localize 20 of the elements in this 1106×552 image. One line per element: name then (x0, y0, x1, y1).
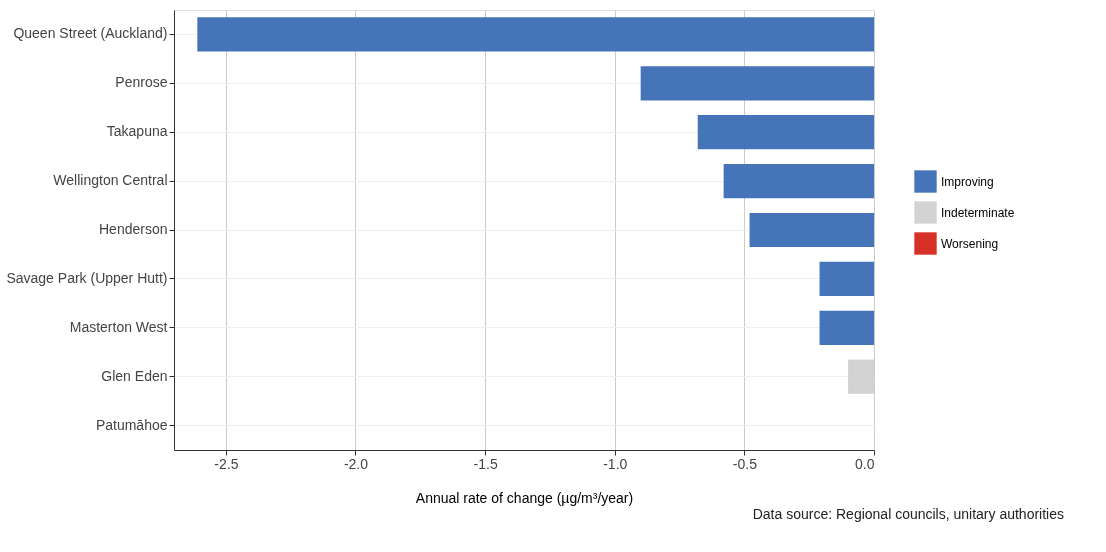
x-tick-label: -0.5 (732, 455, 758, 472)
y-tick-label: Wellington Central (53, 172, 168, 189)
y-tick-label: Takapuna (106, 123, 168, 140)
source-note: Data source: Regional councils, unitary authorities (752, 506, 1064, 522)
y-tick-label: Masterton West (69, 318, 168, 335)
x-tick-label: -2.0 (343, 455, 369, 472)
legend-label: Improving (941, 174, 994, 189)
legend-label: Worsening (941, 236, 999, 251)
x-axis-title: Annual rate of change (µg/m³/year) (415, 489, 634, 506)
legend-label: Indeterminate (941, 205, 1015, 220)
x-tick-label: 0.0 (855, 455, 875, 472)
x-tick-label: -2.5 (214, 455, 239, 472)
y-tick-label: Queen Street (Auckland) (13, 25, 168, 42)
y-tick-label: Henderson (99, 221, 168, 237)
y-tick-label: Patumāhoe (95, 416, 168, 433)
y-tick-label: Penrose (115, 74, 168, 91)
y-tick-label: Savage Park (Upper Hutt) (6, 269, 168, 286)
y-tick-label: Glen Eden (101, 367, 168, 384)
x-tick-label: -1.0 (603, 455, 628, 472)
x-tick-label: -1.5 (473, 455, 498, 472)
